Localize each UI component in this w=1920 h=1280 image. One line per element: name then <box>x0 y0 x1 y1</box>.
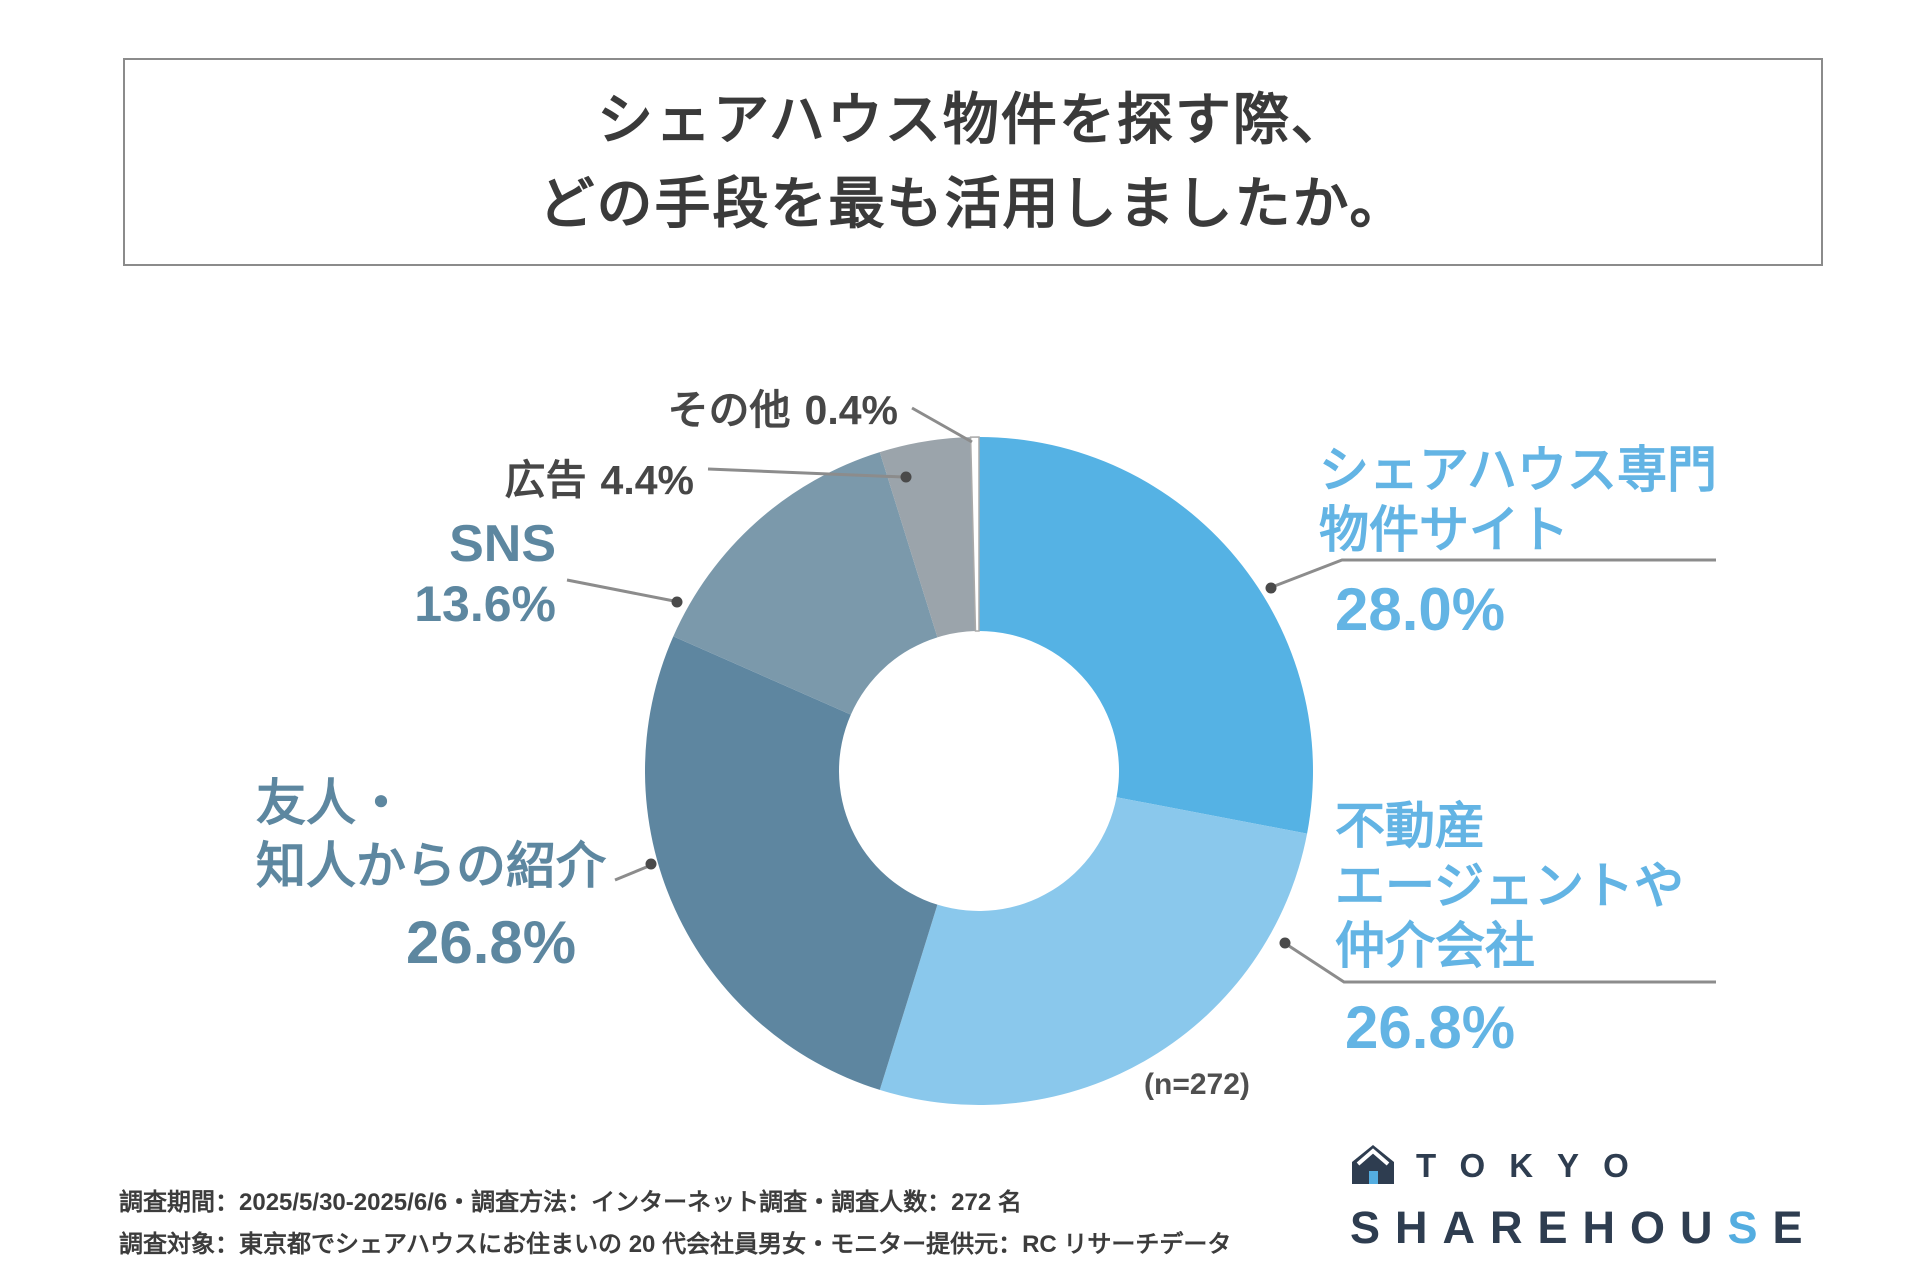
leader-share-site <box>1271 558 1716 589</box>
brand-logo-top-row: TOKYO <box>1350 1142 1850 1190</box>
donut-segment-5 <box>879 437 976 638</box>
brand-logo: TOKYO SHAREHOUSE <box>1350 1142 1850 1254</box>
label-sns-name: SNS <box>449 515 556 573</box>
label-fudosan-line1: 不動産 <box>1335 798 1485 854</box>
brand-name-bottom: SHAREHOUSE <box>1350 1202 1850 1254</box>
label-sonota-name: その他 <box>667 387 791 433</box>
label-yujin-line1: 友人・ <box>256 775 406 831</box>
dot-fudosan <box>1279 937 1291 949</box>
label-sns-pct: 13.6% <box>414 576 556 633</box>
leader-yujin <box>614 864 650 882</box>
leader-dots <box>645 471 1291 949</box>
brand-name-bottom-accent: S <box>1727 1202 1773 1253</box>
label-fudosan-line2: エージェントや <box>1335 858 1684 914</box>
page-title-line1: シェアハウス物件を探す際、 <box>597 88 1349 151</box>
donut-segment-4 <box>673 452 938 715</box>
label-koukoku: 広告 4.4% <box>505 446 694 506</box>
label-share-site-line1: シェアハウス専門 <box>1319 442 1717 498</box>
donut-segment-2 <box>879 797 1308 1105</box>
label-koukoku-pct: 4.4% <box>600 457 694 503</box>
brand-name-bottom-pre: SHAREHOU <box>1350 1202 1728 1253</box>
donut-segments <box>645 436 1313 1105</box>
label-yujin: 友人・ 知人からの紹介 26.8% <box>256 772 606 980</box>
dot-share-site <box>1265 582 1277 594</box>
dot-koukoku <box>900 471 912 483</box>
sample-size-note: (n=272) <box>1144 1068 1250 1101</box>
leader-sns <box>566 578 675 603</box>
label-fudosan-pct: 26.8% <box>1345 994 1516 1061</box>
leader-sonota <box>911 406 973 444</box>
dot-sns <box>671 596 683 608</box>
label-fudosan-line3: 仲介会社 <box>1335 918 1535 974</box>
dot-yujin <box>645 858 657 870</box>
survey-note-line1: 調査期間：2025/5/30-2025/6/6・調査方法：インターネット調査・調… <box>119 1189 1022 1216</box>
donut-segment-6 <box>969 436 980 632</box>
donut-segment-1 <box>979 437 1313 834</box>
label-sns: SNS 13.6% <box>414 514 556 634</box>
label-share-site: シェアハウス専門 物件サイト 28.0% <box>1319 440 1717 646</box>
label-share-site-pct: 28.0% <box>1335 576 1506 643</box>
label-koukoku-name: 広告 <box>504 457 587 503</box>
label-sonota: その他 0.4% <box>668 376 898 436</box>
donut-segment-3 <box>645 636 938 1090</box>
brand-name-top: TOKYO <box>1416 1147 1653 1184</box>
label-fudosan: 不動産 エージェントや 仲介会社 26.8% <box>1335 796 1684 1064</box>
leader-fudosan <box>1285 942 1716 984</box>
survey-note-line2: 調査対象：東京都でシェアハウスにお住まいの 20 代会社員男女・モニター提供元：… <box>119 1231 1232 1258</box>
house-icon <box>1350 1142 1396 1191</box>
leader-koukoku <box>707 467 904 479</box>
label-yujin-line2: 知人からの紹介 <box>256 837 606 894</box>
page-title-line2: どの手段を最も活用しましたか。 <box>538 172 1408 235</box>
label-share-site-line2: 物件サイト <box>1319 502 1569 558</box>
label-yujin-pct: 26.8% <box>406 909 577 976</box>
leader-lines <box>566 406 1716 984</box>
label-sonota-pct: 0.4% <box>804 387 898 433</box>
brand-name-bottom-post: E <box>1772 1202 1818 1253</box>
title-box: シェアハウス物件を探す際、 どの手段を最も活用しましたか。 <box>123 58 1823 266</box>
